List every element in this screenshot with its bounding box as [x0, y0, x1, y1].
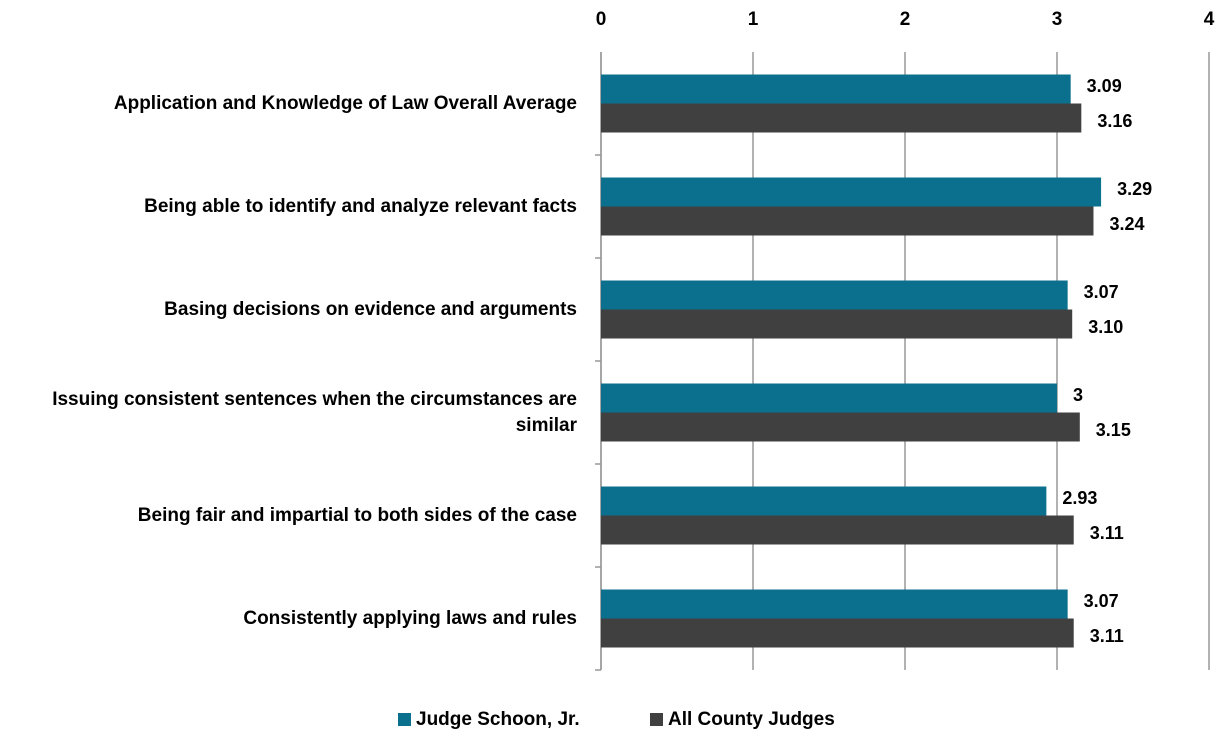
- value-label: 3.10: [1088, 317, 1123, 337]
- bar: [601, 618, 1074, 648]
- bar: [601, 309, 1073, 339]
- bar: [601, 486, 1047, 516]
- bar: [601, 280, 1068, 310]
- bar: [601, 206, 1094, 236]
- value-label: 3: [1073, 385, 1083, 405]
- bar: [601, 177, 1102, 207]
- value-label: 3.15: [1096, 420, 1131, 440]
- value-label: 3.16: [1097, 111, 1132, 131]
- bar: [601, 589, 1068, 619]
- legend-label: Judge Schoon, Jr.: [416, 709, 580, 730]
- legend-swatch: [650, 713, 663, 726]
- bar: [601, 515, 1074, 545]
- value-label: 3.29: [1117, 179, 1152, 199]
- category-label: Being able to identify and analyze relev…: [144, 195, 577, 217]
- value-label: 3.24: [1109, 214, 1144, 234]
- bar: [601, 103, 1082, 133]
- category-label: Consistently applying laws and rules: [243, 607, 577, 629]
- x-tick-label: 0: [596, 9, 607, 30]
- value-label: 3.07: [1084, 591, 1119, 611]
- legend-label: All County Judges: [668, 709, 835, 730]
- category-label: Issuing consistent sentences when the ci…: [52, 388, 577, 436]
- value-label: 3.11: [1090, 523, 1124, 543]
- value-label: 3.07: [1084, 282, 1119, 302]
- category-label: Basing decisions on evidence and argumen…: [164, 298, 577, 320]
- x-tick-label: 3: [1052, 9, 1063, 30]
- category-label: Being fair and impartial to both sides o…: [137, 504, 577, 526]
- x-tick-label: 4: [1204, 9, 1215, 30]
- value-label: 2.93: [1062, 488, 1097, 508]
- bar: [601, 412, 1080, 442]
- bar: [601, 74, 1071, 104]
- value-label: 3.09: [1087, 76, 1122, 96]
- x-tick-label: 1: [748, 9, 759, 30]
- bar: [601, 383, 1057, 413]
- value-label: 3.11: [1090, 626, 1124, 646]
- category-label: Application and Knowledge of Law Overall…: [113, 92, 577, 114]
- x-tick-label: 2: [900, 9, 911, 30]
- legend-swatch: [398, 713, 411, 726]
